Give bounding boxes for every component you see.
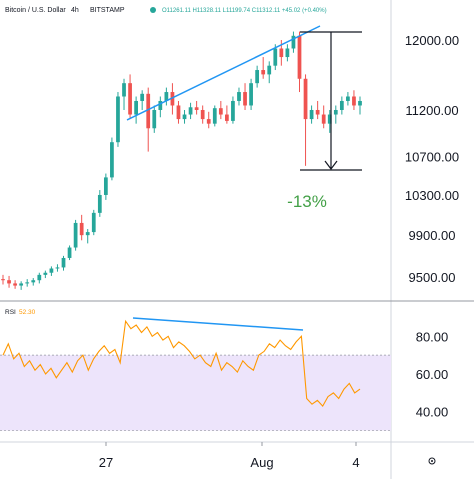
candle-body (321, 114, 326, 124)
candle-body (122, 83, 126, 97)
price-tick-label: 9500.00 (409, 270, 456, 285)
candle-body (7, 280, 11, 284)
price-tick-label: 11200.00 (405, 103, 458, 118)
candle-body (225, 114, 229, 121)
candle-body (261, 70, 266, 75)
market-status-icon (150, 7, 156, 13)
candle-body (152, 109, 157, 129)
candle-body (255, 70, 260, 84)
rsi-tick-label: 60.00 (416, 367, 449, 382)
candle-body (134, 100, 138, 115)
price-axis-ticks: 12000.00 11200.00 10700.00 10300.00 9900.00 9… (405, 33, 459, 285)
candle-body (128, 83, 132, 115)
candle-body (218, 108, 223, 115)
candle-body (309, 109, 314, 120)
rsi-band (0, 355, 391, 431)
candle-body (19, 283, 24, 286)
time-axis-ticks: 27 Aug 4 (99, 442, 360, 470)
candle-body (231, 100, 235, 121)
time-tick-label: Aug (250, 455, 273, 470)
candle-body (103, 177, 108, 195)
candle-body (25, 282, 30, 284)
price-tick-label: 12000.00 (405, 33, 459, 48)
candle-body (43, 272, 48, 275)
rsi-tick-label: 40.00 (416, 405, 449, 420)
rsi-value: 52.30 (19, 309, 36, 316)
interval-label: 4h (71, 7, 79, 14)
candle-body (85, 232, 90, 236)
rsi-axis-ticks: 80.00 60.00 40.00 (416, 329, 449, 419)
candle-body (200, 109, 205, 120)
price-trendline[interactable] (126, 25, 321, 121)
candle-body (182, 114, 187, 120)
price-tick-label: 10700.00 (405, 149, 459, 164)
price-tick-label: 9900.00 (409, 228, 456, 243)
candles-layer (1, 31, 362, 290)
measure-arrowhead (324, 160, 338, 170)
candle-body (37, 274, 42, 281)
candle-body (333, 109, 338, 115)
candle-body (158, 100, 163, 110)
candle-body (291, 35, 296, 49)
candle-body (97, 194, 102, 213)
candle-body (140, 93, 145, 101)
candle-body (110, 142, 114, 178)
candle-body (303, 78, 308, 120)
symbol-name: Bitcoin / U.S. Dollar (5, 7, 66, 14)
candle-body (194, 107, 199, 110)
candle-body (91, 212, 96, 233)
candle-body (273, 48, 278, 66)
candle-body (352, 96, 356, 106)
exchange-label: BITSTAMP (90, 7, 125, 14)
measure-tool[interactable] (300, 31, 362, 171)
candle-body (116, 96, 120, 143)
candle-body (346, 96, 350, 101)
percent-change-label: -13% (287, 192, 327, 211)
candle-body (176, 105, 181, 120)
candle-body (61, 257, 66, 268)
candle-body (188, 107, 193, 115)
ohlc-readout: O11261.11 H11328.11 L11199.74 C11312.11 … (162, 8, 327, 14)
candle-body (243, 92, 247, 106)
rsi-line (2, 319, 361, 408)
candle-body (146, 93, 151, 129)
candle-body (31, 280, 36, 283)
candle-body (49, 268, 54, 273)
candle-body (279, 48, 284, 58)
candle-body (170, 92, 175, 106)
candle-body (1, 279, 5, 281)
candle-body (249, 83, 253, 106)
candle-body (212, 108, 217, 124)
rsi-layer (2, 319, 361, 408)
candle-body (358, 100, 362, 106)
candle-body (285, 48, 290, 58)
gear-icon[interactable] (428, 457, 436, 465)
time-tick-label: 27 (99, 455, 113, 470)
candle-body (79, 222, 84, 236)
candle-body (237, 92, 241, 101)
candle-body (297, 35, 302, 79)
candle-body (67, 247, 72, 258)
candle-body (164, 92, 169, 101)
candle-body (315, 109, 320, 115)
rsi-tick-label: 80.00 (416, 329, 449, 344)
candle-body (13, 283, 17, 286)
candle-body (73, 222, 78, 248)
candle-body (327, 114, 332, 124)
price-tick-label: 10300.00 (405, 188, 459, 203)
time-tick-label: 4 (352, 455, 359, 470)
candle-body (267, 65, 272, 75)
candle-body (55, 267, 60, 269)
candle-body (339, 100, 344, 110)
rsi-trendline[interactable] (132, 317, 304, 331)
rsi-label: RSI (5, 309, 16, 316)
candle-body (206, 119, 211, 124)
